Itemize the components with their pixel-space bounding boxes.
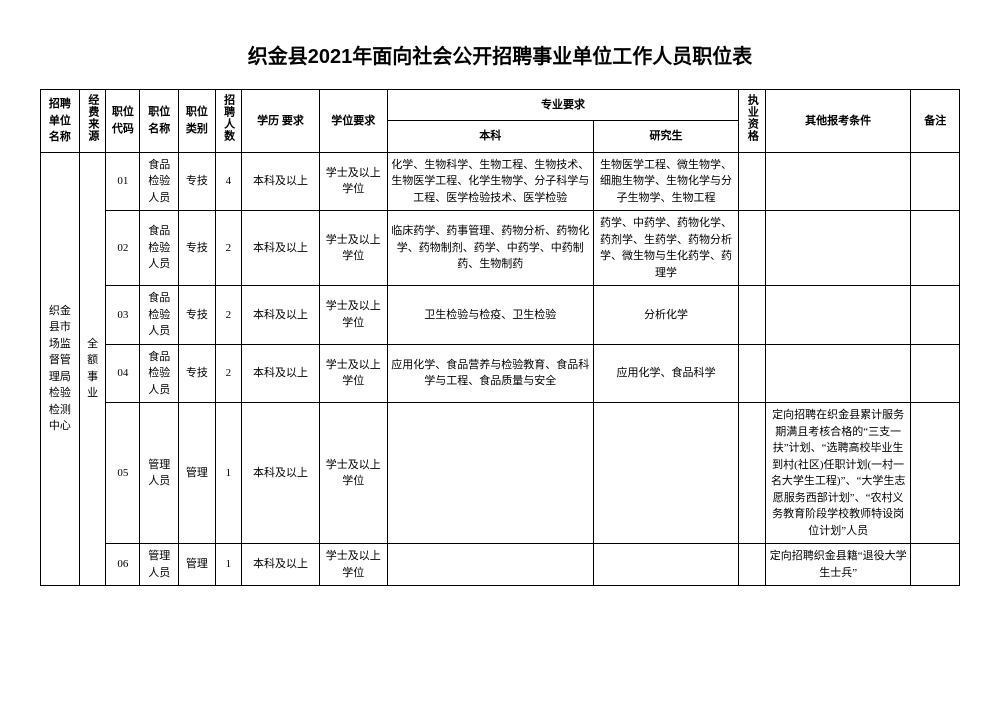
cell-edu: 本科及以上 bbox=[242, 403, 320, 544]
cell-yjs: 应用化学、食品科学 bbox=[593, 344, 738, 403]
th-pname: 职位名称 bbox=[140, 90, 179, 153]
cell-ptype: 管理 bbox=[179, 403, 215, 544]
th-major: 专业要求 bbox=[387, 90, 739, 121]
cell-note bbox=[911, 152, 960, 211]
cell-other bbox=[765, 152, 910, 211]
cell-note bbox=[911, 211, 960, 286]
th-unit: 招聘单位名称 bbox=[41, 90, 80, 153]
table-row: 织金县市场监督管理局检验检测中心全额事业01食品检验人员专技4本科及以上学士及以… bbox=[41, 152, 960, 211]
cell-ptype: 专技 bbox=[179, 286, 215, 345]
cell-yjs: 分析化学 bbox=[593, 286, 738, 345]
th-fund: 经费来源 bbox=[79, 90, 106, 153]
cell-yjs bbox=[593, 403, 738, 544]
cell-ptype: 管理 bbox=[179, 544, 215, 586]
cell-code: 01 bbox=[106, 152, 140, 211]
cell-count: 1 bbox=[215, 544, 242, 586]
cell-code: 06 bbox=[106, 544, 140, 586]
cell-degree: 学士及以上学位 bbox=[319, 152, 387, 211]
cell-degree: 学士及以上学位 bbox=[319, 544, 387, 586]
cell-qual bbox=[739, 152, 766, 211]
cell-edu: 本科及以上 bbox=[242, 286, 320, 345]
table-row: 03食品检验人员专技2本科及以上学士及以上学位卫生检验与检疫、卫生检验分析化学 bbox=[41, 286, 960, 345]
cell-pname: 食品检验人员 bbox=[140, 286, 179, 345]
cell-bk: 化学、生物科学、生物工程、生物技术、生物医学工程、化学生物学、分子科学与工程、医… bbox=[387, 152, 593, 211]
table-row: 02食品检验人员专技2本科及以上学士及以上学位临床药学、药事管理、药物分析、药物… bbox=[41, 211, 960, 286]
cell-bk: 临床药学、药事管理、药物分析、药物化学、药物制剂、药学、中药学、中药制药、生物制… bbox=[387, 211, 593, 286]
cell-yjs bbox=[593, 544, 738, 586]
th-code: 职位代码 bbox=[106, 90, 140, 153]
th-count: 招聘人数 bbox=[215, 90, 242, 153]
cell-qual bbox=[739, 344, 766, 403]
cell-other: 定向招聘在织金县累计服务期满且考核合格的“三支一扶”计划、“选聘高校毕业生到村(… bbox=[765, 403, 910, 544]
th-other: 其他报考条件 bbox=[765, 90, 910, 153]
cell-other bbox=[765, 286, 910, 345]
cell-code: 05 bbox=[106, 403, 140, 544]
cell-note bbox=[911, 544, 960, 586]
cell-other: 定向招聘织金县籍“退役大学生士兵” bbox=[765, 544, 910, 586]
table-row: 06管理人员管理1本科及以上学士及以上学位 定向招聘织金县籍“退役大学生士兵” bbox=[41, 544, 960, 586]
cell-code: 02 bbox=[106, 211, 140, 286]
cell-count: 4 bbox=[215, 152, 242, 211]
cell-code: 03 bbox=[106, 286, 140, 345]
cell-ptype: 专技 bbox=[179, 211, 215, 286]
cell-pname: 食品检验人员 bbox=[140, 344, 179, 403]
cell-note bbox=[911, 403, 960, 544]
cell-edu: 本科及以上 bbox=[242, 544, 320, 586]
th-yjs: 研究生 bbox=[593, 121, 738, 152]
cell-pname: 食品检验人员 bbox=[140, 211, 179, 286]
cell-degree: 学士及以上学位 bbox=[319, 344, 387, 403]
cell-other bbox=[765, 211, 910, 286]
cell-count: 2 bbox=[215, 344, 242, 403]
cell-count: 1 bbox=[215, 403, 242, 544]
th-edu: 学历 要求 bbox=[242, 90, 320, 153]
positions-table: 招聘单位名称 经费来源 职位代码 职位名称 职位类别 招聘人数 学历 要求 学位… bbox=[40, 89, 960, 586]
cell-degree: 学士及以上学位 bbox=[319, 211, 387, 286]
table-row: 04食品检验人员专技2本科及以上学士及以上学位应用化学、食品营养与检验教育、食品… bbox=[41, 344, 960, 403]
cell-other bbox=[765, 344, 910, 403]
cell-edu: 本科及以上 bbox=[242, 152, 320, 211]
cell-count: 2 bbox=[215, 211, 242, 286]
table-body: 织金县市场监督管理局检验检测中心全额事业01食品检验人员专技4本科及以上学士及以… bbox=[41, 152, 960, 586]
cell-note bbox=[911, 286, 960, 345]
th-bk: 本科 bbox=[387, 121, 593, 152]
cell-bk: 应用化学、食品营养与检验教育、食品科学与工程、食品质量与安全 bbox=[387, 344, 593, 403]
th-degree: 学位要求 bbox=[319, 90, 387, 153]
cell-yjs: 药学、中药学、药物化学、药剂学、生药学、药物分析学、微生物与生化药学、药理学 bbox=[593, 211, 738, 286]
th-note: 备注 bbox=[911, 90, 960, 153]
cell-note bbox=[911, 344, 960, 403]
cell-pname: 管理人员 bbox=[140, 544, 179, 586]
cell-qual bbox=[739, 211, 766, 286]
th-qual: 执业资格 bbox=[739, 90, 766, 153]
cell-pname: 管理人员 bbox=[140, 403, 179, 544]
cell-bk bbox=[387, 403, 593, 544]
cell-degree: 学士及以上学位 bbox=[319, 286, 387, 345]
cell-code: 04 bbox=[106, 344, 140, 403]
cell-fund: 全额事业 bbox=[79, 152, 106, 586]
page-title: 织金县2021年面向社会公开招聘事业单位工作人员职位表 bbox=[40, 40, 960, 69]
cell-bk: 卫生检验与检疫、卫生检验 bbox=[387, 286, 593, 345]
cell-ptype: 专技 bbox=[179, 152, 215, 211]
cell-yjs: 生物医学工程、微生物学、细胞生物学、生物化学与分子生物学、生物工程 bbox=[593, 152, 738, 211]
cell-edu: 本科及以上 bbox=[242, 211, 320, 286]
cell-count: 2 bbox=[215, 286, 242, 345]
cell-edu: 本科及以上 bbox=[242, 344, 320, 403]
cell-pname: 食品检验人员 bbox=[140, 152, 179, 211]
cell-qual bbox=[739, 286, 766, 345]
cell-qual bbox=[739, 403, 766, 544]
cell-ptype: 专技 bbox=[179, 344, 215, 403]
cell-unit: 织金县市场监督管理局检验检测中心 bbox=[41, 152, 80, 586]
table-row: 05管理人员管理1本科及以上学士及以上学位 定向招聘在织金县累计服务期满且考核合格… bbox=[41, 403, 960, 544]
cell-bk bbox=[387, 544, 593, 586]
cell-qual bbox=[739, 544, 766, 586]
cell-degree: 学士及以上学位 bbox=[319, 403, 387, 544]
th-ptype: 职位类别 bbox=[179, 90, 215, 153]
